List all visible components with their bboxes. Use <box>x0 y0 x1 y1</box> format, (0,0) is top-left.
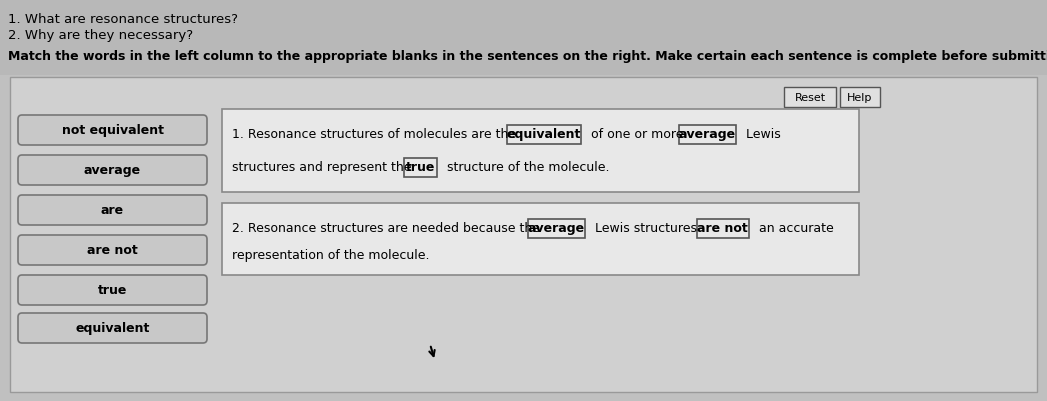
FancyBboxPatch shape <box>678 125 736 144</box>
FancyBboxPatch shape <box>507 125 581 144</box>
FancyBboxPatch shape <box>222 110 859 192</box>
FancyBboxPatch shape <box>840 88 879 108</box>
Text: not equivalent: not equivalent <box>62 124 163 137</box>
Text: an accurate: an accurate <box>755 222 833 235</box>
FancyBboxPatch shape <box>10 78 1037 392</box>
FancyBboxPatch shape <box>18 313 207 343</box>
Text: of one or more: of one or more <box>587 128 688 141</box>
FancyBboxPatch shape <box>18 235 207 265</box>
Text: structures and represent the: structures and represent the <box>232 161 416 174</box>
Text: Reset: Reset <box>795 93 826 103</box>
FancyBboxPatch shape <box>784 88 836 108</box>
FancyBboxPatch shape <box>18 196 207 225</box>
Text: true: true <box>97 284 127 297</box>
Text: 2. Resonance structures are needed because the: 2. Resonance structures are needed becau… <box>232 222 544 235</box>
Text: 1. Resonance structures of molecules are the: 1. Resonance structures of molecules are… <box>232 128 520 141</box>
FancyBboxPatch shape <box>18 116 207 146</box>
Text: 1. What are resonance structures?: 1. What are resonance structures? <box>8 13 238 26</box>
Text: true: true <box>405 161 435 174</box>
Text: average: average <box>84 164 141 177</box>
Text: Lewis structures: Lewis structures <box>591 222 700 235</box>
Text: are: are <box>101 204 124 217</box>
Text: average: average <box>678 128 736 141</box>
Text: are not: are not <box>87 244 138 257</box>
FancyBboxPatch shape <box>222 203 859 275</box>
Text: representation of the molecule.: representation of the molecule. <box>232 249 429 262</box>
FancyBboxPatch shape <box>404 158 437 177</box>
FancyBboxPatch shape <box>0 0 1047 76</box>
FancyBboxPatch shape <box>18 156 207 186</box>
Text: Lewis: Lewis <box>742 128 781 141</box>
Text: Help: Help <box>847 93 873 103</box>
Text: average: average <box>528 222 584 235</box>
FancyBboxPatch shape <box>696 219 749 238</box>
Text: are not: are not <box>697 222 749 235</box>
Text: equivalent: equivalent <box>75 322 150 335</box>
FancyBboxPatch shape <box>528 219 584 238</box>
Text: Match the words in the left column to the appropriate blanks in the sentences on: Match the words in the left column to th… <box>8 50 1047 63</box>
FancyBboxPatch shape <box>18 275 207 305</box>
Text: equivalent: equivalent <box>507 128 581 141</box>
Text: 2. Why are they necessary?: 2. Why are they necessary? <box>8 29 193 42</box>
Text: structure of the molecule.: structure of the molecule. <box>443 161 609 174</box>
